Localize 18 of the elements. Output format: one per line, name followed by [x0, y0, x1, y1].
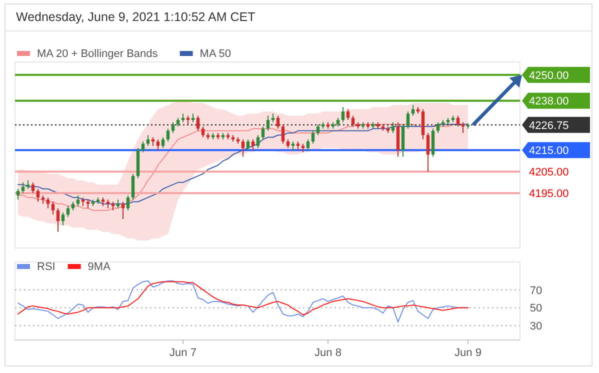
legend-label: RSI — [37, 261, 56, 273]
y-tick-label: 50 — [530, 302, 542, 315]
ref-line-label: 4250.00 — [529, 70, 569, 82]
x-tick-label: Jun 7 — [170, 347, 196, 359]
chart-title: Wednesday, June 9, 2021 1:10:52 AM CET — [16, 10, 256, 24]
y-tick-label: 30 — [530, 320, 542, 333]
y-tick-label: 70 — [530, 284, 542, 297]
legend-label: 9MA — [88, 261, 112, 273]
ref-line-label: 4205.00 — [529, 166, 569, 179]
ref-line-label: 4195.00 — [529, 188, 569, 200]
ref-line-label: 4238.00 — [529, 96, 569, 108]
x-tick-label: Jun 9 — [454, 347, 482, 359]
x-tick-label: Jun 8 — [314, 347, 342, 359]
legend-label: MA 20 + Bollinger Bands — [37, 48, 158, 60]
line-series — [18, 281, 468, 316]
ref-line-label: 4226.75 — [529, 120, 569, 132]
legend-label: MA 50 — [200, 48, 231, 60]
ref-line-label: 4215.00 — [529, 145, 569, 158]
